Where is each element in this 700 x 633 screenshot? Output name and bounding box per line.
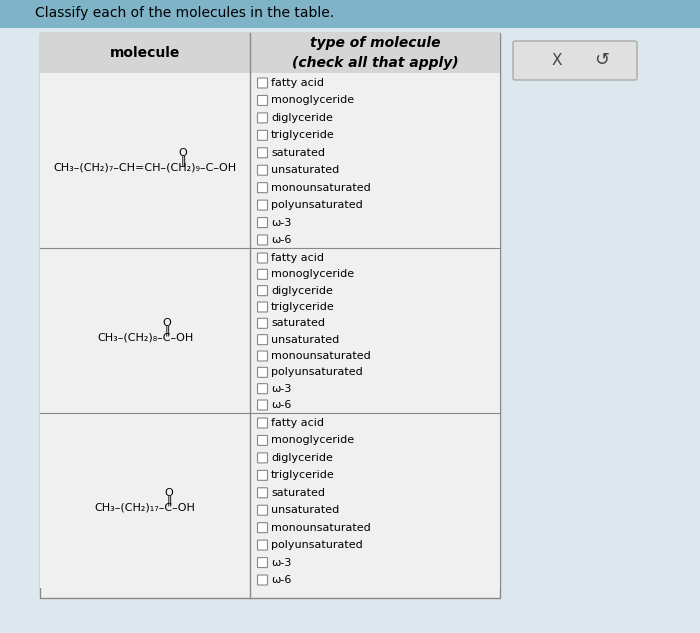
Text: triglyceride: triglyceride xyxy=(271,470,335,480)
FancyBboxPatch shape xyxy=(258,285,267,296)
Text: CH₃–(CH₂)₈–C–OH: CH₃–(CH₂)₈–C–OH xyxy=(97,332,193,342)
FancyBboxPatch shape xyxy=(258,96,267,106)
FancyBboxPatch shape xyxy=(258,253,267,263)
Bar xyxy=(40,33,500,73)
FancyBboxPatch shape xyxy=(258,418,267,428)
Bar xyxy=(40,73,500,248)
FancyBboxPatch shape xyxy=(258,488,267,498)
FancyBboxPatch shape xyxy=(258,235,267,245)
Text: triglyceride: triglyceride xyxy=(271,302,335,312)
FancyBboxPatch shape xyxy=(258,470,267,480)
FancyBboxPatch shape xyxy=(258,540,267,550)
Text: ω-6: ω-6 xyxy=(271,575,291,585)
Text: monoglyceride: monoglyceride xyxy=(271,436,354,446)
Text: unsaturated: unsaturated xyxy=(271,165,340,175)
Text: polyunsaturated: polyunsaturated xyxy=(271,367,363,377)
Text: CH₃–(CH₂)₇–CH=CH–(CH₂)₉–C–OH: CH₃–(CH₂)₇–CH=CH–(CH₂)₉–C–OH xyxy=(53,163,237,173)
Bar xyxy=(0,0,700,28)
Text: ω-3: ω-3 xyxy=(271,384,291,394)
Text: ω-3: ω-3 xyxy=(271,218,291,227)
Bar xyxy=(40,413,500,588)
FancyBboxPatch shape xyxy=(258,575,267,585)
FancyBboxPatch shape xyxy=(258,558,267,568)
Text: diglyceride: diglyceride xyxy=(271,285,333,296)
FancyBboxPatch shape xyxy=(258,400,267,410)
Text: fatty acid: fatty acid xyxy=(271,418,324,428)
Text: monounsaturated: monounsaturated xyxy=(271,523,371,532)
Text: fatty acid: fatty acid xyxy=(271,253,324,263)
FancyBboxPatch shape xyxy=(258,335,267,344)
Text: saturated: saturated xyxy=(271,147,325,158)
Bar xyxy=(40,248,500,413)
Text: CH₃–(CH₂)₁₇–C–OH: CH₃–(CH₂)₁₇–C–OH xyxy=(94,503,195,513)
Text: ‖: ‖ xyxy=(164,325,169,335)
Text: monounsaturated: monounsaturated xyxy=(271,183,371,192)
FancyBboxPatch shape xyxy=(258,384,267,394)
Text: monounsaturated: monounsaturated xyxy=(271,351,371,361)
Text: type of molecule
(check all that apply): type of molecule (check all that apply) xyxy=(292,36,458,70)
FancyBboxPatch shape xyxy=(258,269,267,279)
FancyBboxPatch shape xyxy=(258,200,267,210)
Text: Classify each of the molecules in the table.: Classify each of the molecules in the ta… xyxy=(35,6,334,20)
Text: fatty acid: fatty acid xyxy=(271,78,324,88)
Text: ω-6: ω-6 xyxy=(271,235,291,245)
Text: monoglyceride: monoglyceride xyxy=(271,269,354,279)
FancyBboxPatch shape xyxy=(258,523,267,532)
FancyBboxPatch shape xyxy=(258,351,267,361)
Text: ↺: ↺ xyxy=(594,51,609,70)
Text: X: X xyxy=(552,53,562,68)
Text: O: O xyxy=(178,149,188,158)
FancyBboxPatch shape xyxy=(258,453,267,463)
Bar xyxy=(40,33,500,598)
Text: polyunsaturated: polyunsaturated xyxy=(271,200,363,210)
Text: unsaturated: unsaturated xyxy=(271,335,340,344)
FancyBboxPatch shape xyxy=(258,367,267,377)
FancyBboxPatch shape xyxy=(258,505,267,515)
Text: saturated: saturated xyxy=(271,488,325,498)
Text: molecule: molecule xyxy=(110,46,180,60)
Text: saturated: saturated xyxy=(271,318,325,329)
Text: unsaturated: unsaturated xyxy=(271,505,340,515)
Text: O: O xyxy=(164,489,174,499)
FancyBboxPatch shape xyxy=(258,113,267,123)
FancyBboxPatch shape xyxy=(258,436,267,446)
Text: diglyceride: diglyceride xyxy=(271,113,333,123)
FancyBboxPatch shape xyxy=(258,78,267,88)
Text: monoglyceride: monoglyceride xyxy=(271,96,354,106)
FancyBboxPatch shape xyxy=(258,218,267,227)
Text: ‖: ‖ xyxy=(181,155,186,166)
FancyBboxPatch shape xyxy=(258,183,267,192)
Text: polyunsaturated: polyunsaturated xyxy=(271,540,363,550)
FancyBboxPatch shape xyxy=(258,147,267,158)
Text: diglyceride: diglyceride xyxy=(271,453,333,463)
FancyBboxPatch shape xyxy=(513,41,637,80)
Text: O: O xyxy=(162,318,172,329)
FancyBboxPatch shape xyxy=(258,302,267,312)
Text: triglyceride: triglyceride xyxy=(271,130,335,141)
FancyBboxPatch shape xyxy=(258,130,267,141)
Text: ω-6: ω-6 xyxy=(271,400,291,410)
FancyBboxPatch shape xyxy=(258,318,267,329)
Text: ω-3: ω-3 xyxy=(271,558,291,568)
FancyBboxPatch shape xyxy=(258,165,267,175)
Text: ‖: ‖ xyxy=(167,495,172,506)
